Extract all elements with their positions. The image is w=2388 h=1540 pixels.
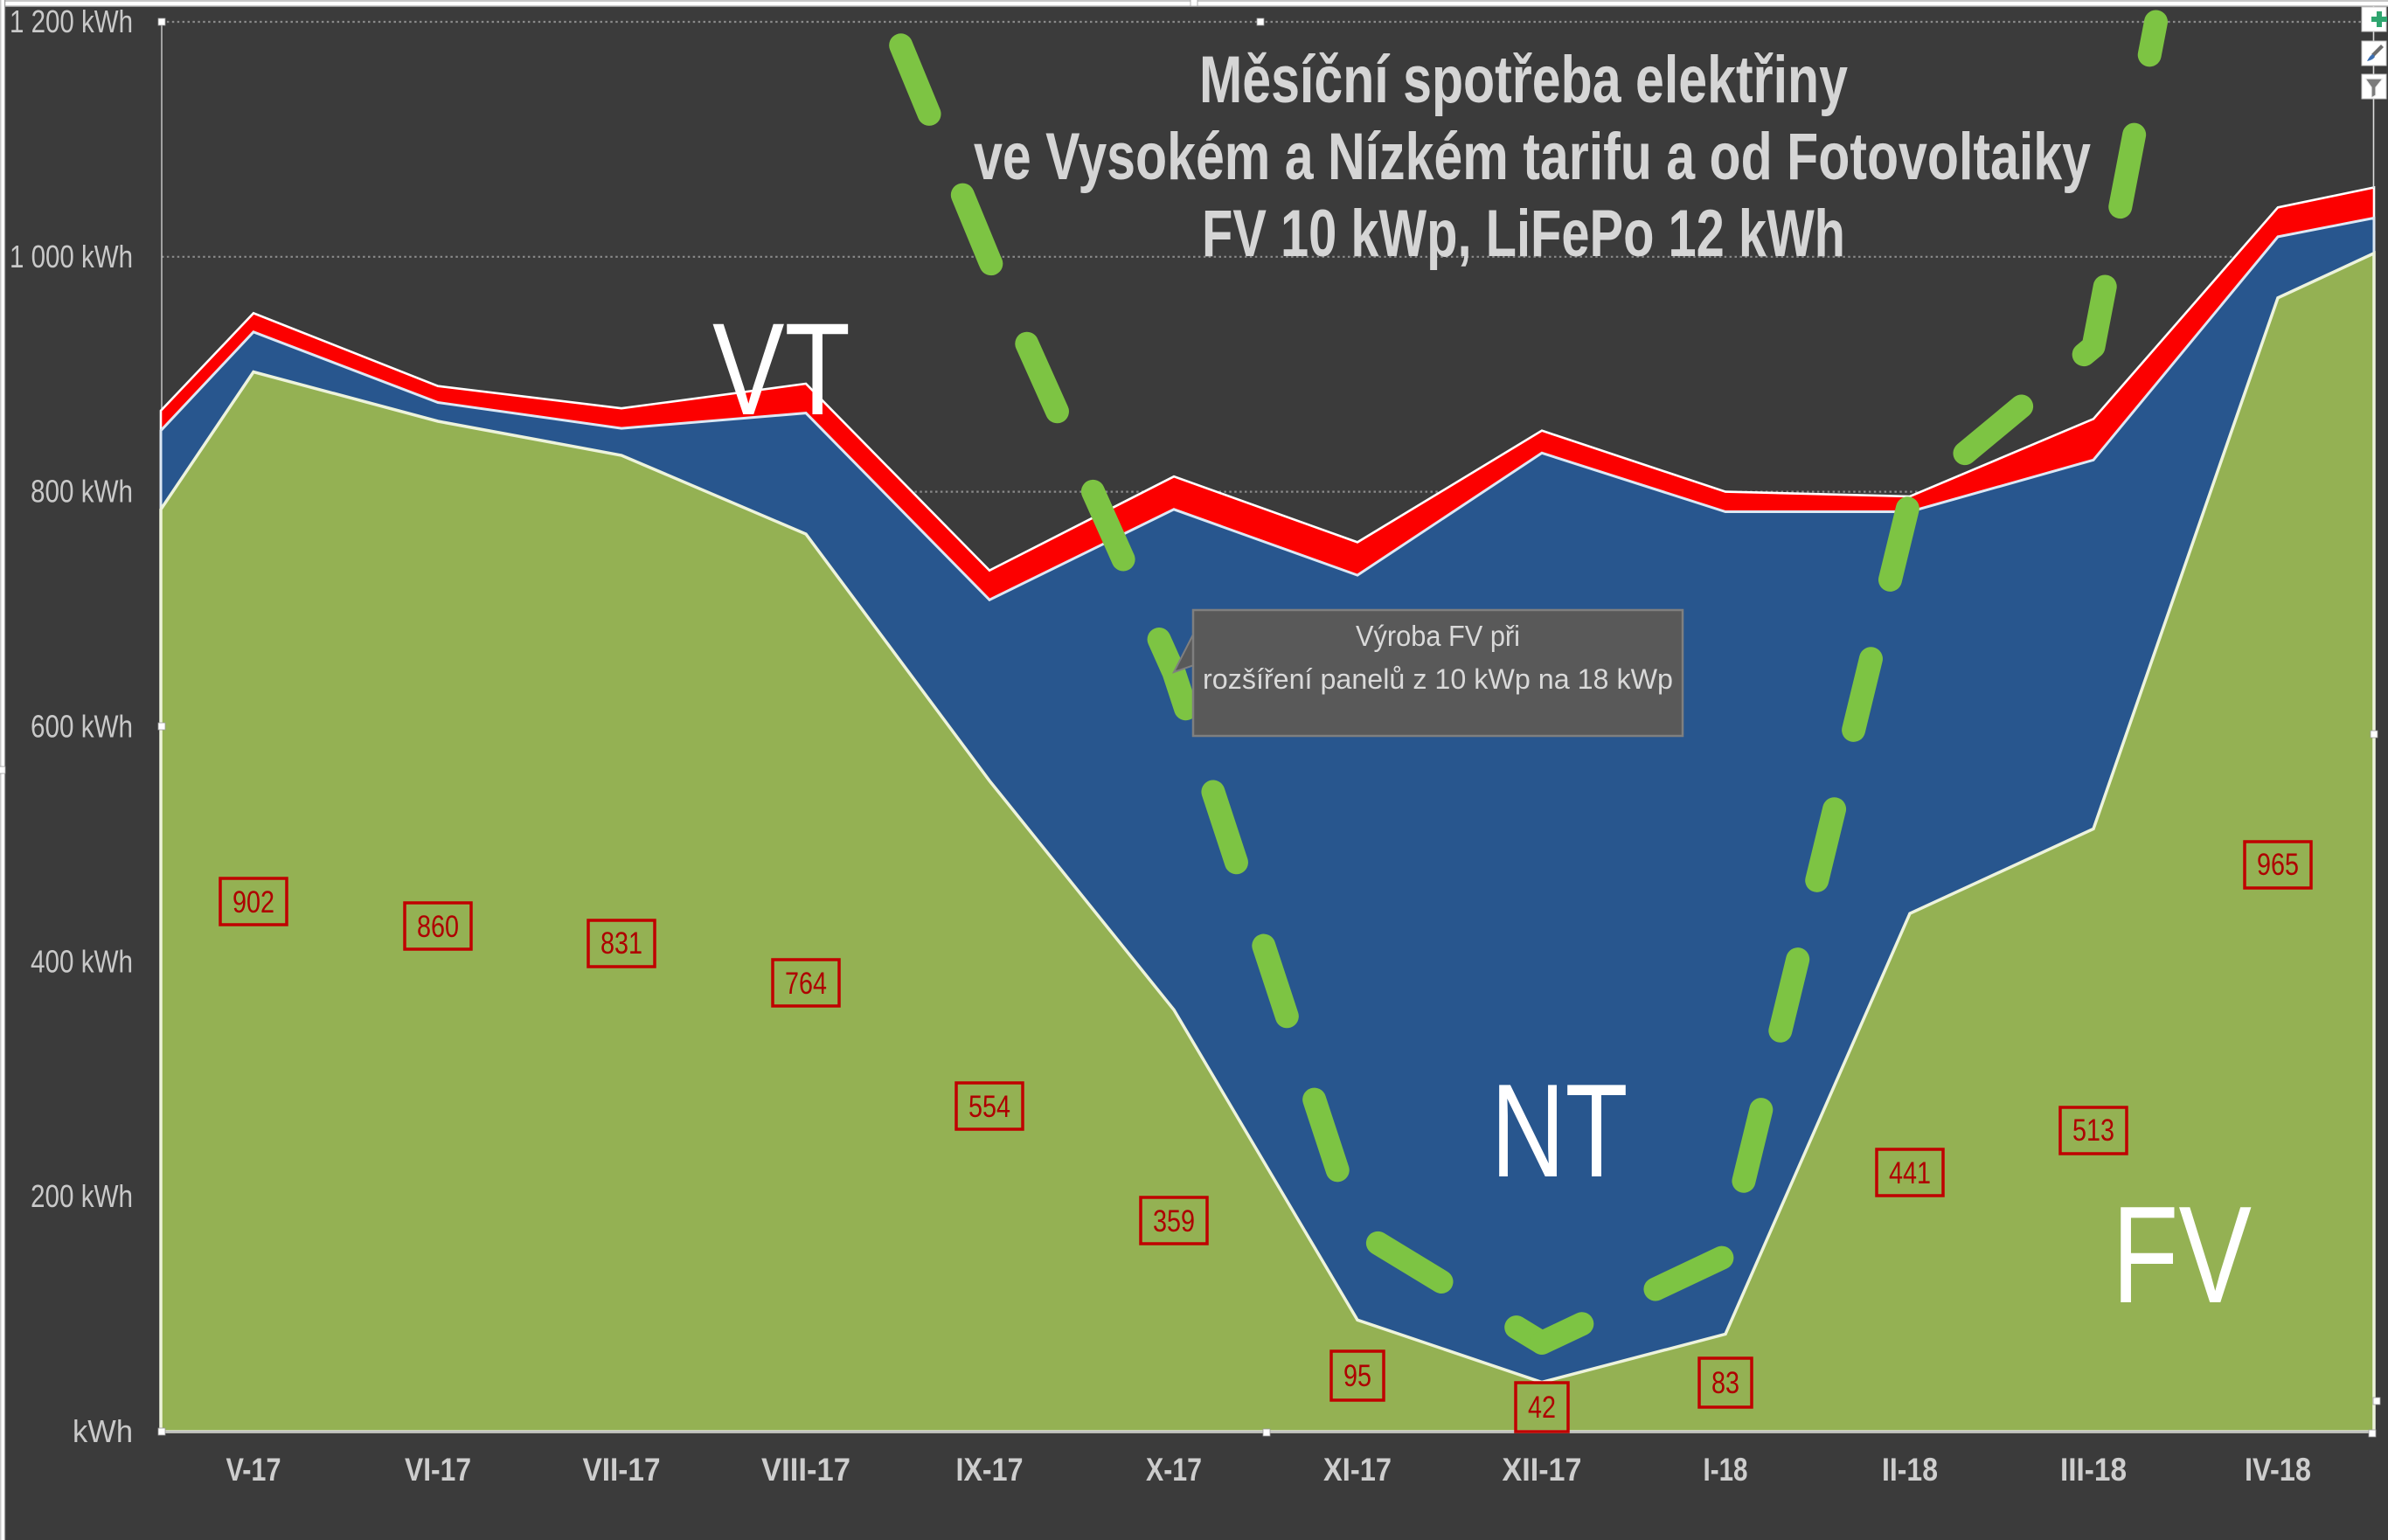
svg-text:359: 359 — [1153, 1204, 1195, 1238]
svg-text:831: 831 — [600, 926, 642, 961]
svg-text:1 200 kWh: 1 200 kWh — [10, 3, 133, 39]
svg-text:200 kWh: 200 kWh — [31, 1178, 133, 1214]
svg-text:FV: FV — [2112, 1178, 2252, 1332]
svg-text:NT: NT — [1491, 1057, 1628, 1205]
svg-text:XI-17: XI-17 — [1323, 1452, 1392, 1488]
svg-text:VII-17: VII-17 — [583, 1452, 661, 1488]
svg-text:X-17: X-17 — [1146, 1452, 1202, 1488]
svg-text:rozšíření panelů z 10 kWp na 1: rozšíření panelů z 10 kWp na 18 kWp — [1203, 663, 1673, 695]
svg-text:902: 902 — [233, 885, 274, 919]
svg-text:965: 965 — [2257, 848, 2299, 882]
svg-text:III-18: III-18 — [2060, 1452, 2127, 1488]
svg-text:I-18: I-18 — [1704, 1452, 1748, 1488]
svg-text:83: 83 — [1711, 1366, 1739, 1400]
svg-text:VIII-17: VIII-17 — [761, 1452, 850, 1488]
svg-text:FV 10 kWp, LiFePo 12 kWh: FV 10 kWp, LiFePo 12 kWh — [1202, 197, 1845, 271]
svg-text:513: 513 — [2072, 1113, 2114, 1148]
svg-text:800 kWh: 800 kWh — [31, 474, 133, 510]
svg-text:IX-17: IX-17 — [956, 1452, 1024, 1488]
svg-text:764: 764 — [785, 967, 827, 1001]
svg-text:II-18: II-18 — [1882, 1452, 1938, 1488]
svg-text:IV-18: IV-18 — [2245, 1452, 2311, 1488]
svg-text:441: 441 — [1889, 1156, 1931, 1190]
svg-text:42: 42 — [1528, 1391, 1556, 1425]
svg-text:XII-17: XII-17 — [1503, 1452, 1582, 1488]
svg-text:400 kWh: 400 kWh — [31, 943, 133, 979]
svg-text:Měsíční spotřeba elektřiny: Měsíční spotřeba elektřiny — [1199, 43, 1848, 117]
svg-text:860: 860 — [417, 910, 459, 944]
svg-text:kWh: kWh — [73, 1413, 133, 1449]
svg-text:VI-17: VI-17 — [405, 1452, 471, 1488]
svg-text:95: 95 — [1343, 1359, 1371, 1393]
svg-text:1 000 kWh: 1 000 kWh — [10, 239, 133, 274]
svg-text:Výroba FV při: Výroba FV při — [1356, 620, 1520, 652]
svg-text:600 kWh: 600 kWh — [31, 709, 133, 745]
svg-text:ve Vysokém a Nízkém tarifu a o: ve Vysokém a Nízkém tarifu a od Fotovolt… — [974, 120, 2091, 194]
svg-text:V-17: V-17 — [226, 1452, 281, 1488]
svg-text:554: 554 — [968, 1090, 1010, 1124]
svg-text:VT: VT — [712, 295, 850, 442]
